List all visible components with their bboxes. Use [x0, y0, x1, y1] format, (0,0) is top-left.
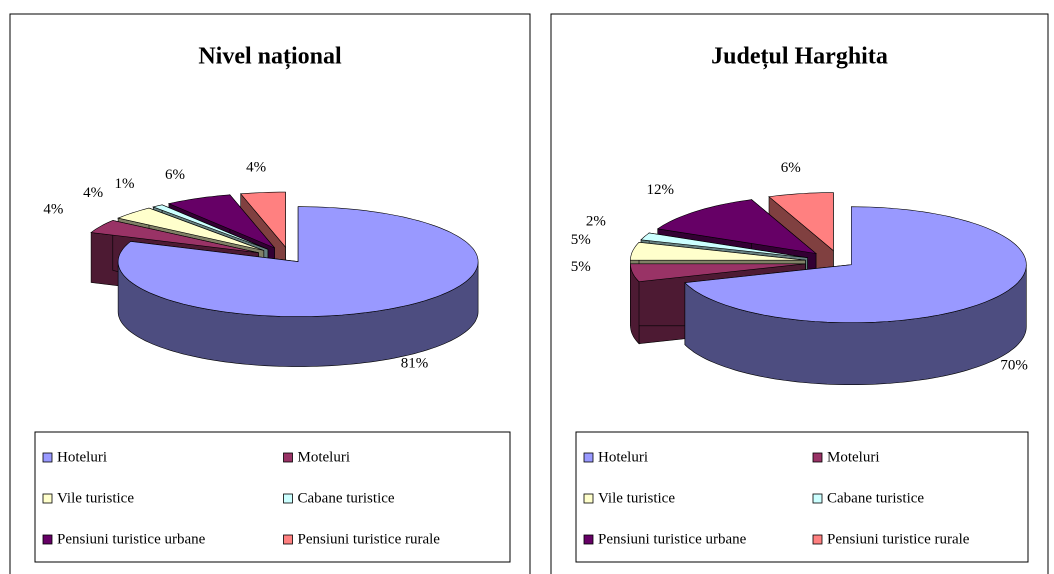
slice: [117, 207, 264, 251]
legend-box: [34, 431, 511, 563]
slice: [630, 241, 806, 261]
data-label: 5%: [571, 232, 591, 248]
data-label: 4%: [246, 160, 266, 176]
legend-label: Vile turistice: [598, 490, 675, 506]
legend-swatch: [583, 493, 594, 504]
legend-label: Pensiuni turistice rurale: [827, 531, 970, 547]
legend-swatch: [812, 534, 823, 545]
legend-swatch: [583, 452, 594, 463]
legend-label: Hoteluri: [57, 449, 107, 465]
legend-label: Moteluri: [827, 449, 880, 465]
legend-label: Cabane turistice: [827, 490, 924, 506]
data-label: 1%: [115, 176, 135, 192]
slice: [684, 206, 1027, 323]
legend-swatch: [812, 493, 823, 504]
legend-label: Pensiuni turistice urbane: [598, 531, 747, 547]
legend-swatch: [583, 534, 594, 545]
chart-title: Nivel național: [198, 44, 342, 70]
slice: [117, 206, 479, 367]
legend-label: Vile turistice: [57, 490, 134, 506]
slice: [90, 220, 259, 253]
legend-label: Pensiuni turistice urbane: [57, 531, 206, 547]
legend-swatch: [283, 452, 293, 463]
legend-swatch: [42, 452, 53, 463]
slice: [630, 263, 806, 283]
data-label: 4%: [43, 202, 63, 218]
data-label: 5%: [571, 259, 591, 275]
legend-label: Cabane turistice: [298, 490, 395, 506]
legend-label: Moteluri: [298, 449, 351, 465]
legend-label: Hoteluri: [598, 449, 648, 465]
panel-frame: [550, 13, 1049, 574]
data-label: 4%: [83, 185, 103, 201]
slice: [656, 199, 818, 254]
data-label: 81%: [401, 355, 429, 371]
data-label: 2%: [586, 213, 606, 229]
data-label: 70%: [1000, 357, 1028, 373]
panel-frame: [9, 13, 531, 574]
slice: [768, 192, 834, 252]
data-label: 6%: [165, 167, 185, 183]
chart-title: Județul Harghita: [711, 44, 888, 70]
legend-swatch: [283, 493, 293, 504]
slice: [684, 206, 1027, 385]
legend-swatch: [283, 534, 293, 545]
slice: [117, 206, 479, 317]
legend-label: Pensiuni turistice rurale: [298, 531, 441, 547]
slice: [167, 194, 275, 249]
legend-box: [575, 431, 1029, 563]
legend-swatch: [42, 534, 53, 545]
legend-swatch: [812, 452, 823, 463]
legend-swatch: [42, 493, 53, 504]
data-label: 6%: [781, 160, 801, 176]
data-label: 12%: [647, 182, 675, 198]
slice: [640, 232, 808, 258]
slice: [152, 204, 269, 250]
slice: [240, 191, 286, 248]
